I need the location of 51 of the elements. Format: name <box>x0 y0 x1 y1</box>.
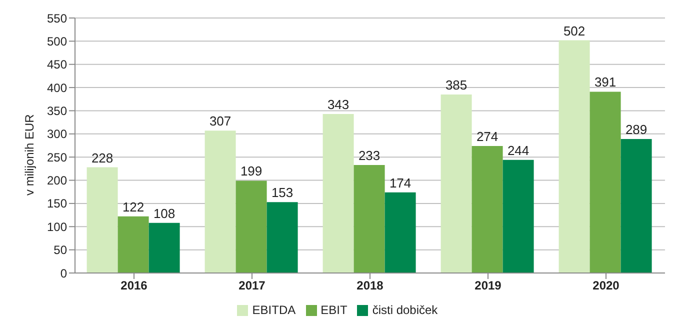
legend-label: čisti dobiček <box>372 303 438 317</box>
data-label: 233 <box>358 148 380 163</box>
data-label: 122 <box>122 199 144 214</box>
data-label: 199 <box>240 164 262 179</box>
bar <box>86 167 118 273</box>
data-label: 244 <box>507 142 530 158</box>
data-label: 385 <box>445 78 468 92</box>
x-tick-label: 2017 <box>238 278 266 293</box>
y-tick-label: 550 <box>46 11 68 26</box>
bar <box>384 192 416 273</box>
data-label: 391 <box>594 74 616 90</box>
data-label: 307 <box>209 114 232 129</box>
data-label: 174 <box>389 175 412 190</box>
y-tick-label: 350 <box>46 104 68 118</box>
bar <box>502 160 534 273</box>
y-tick-label: 400 <box>46 80 68 95</box>
bar <box>266 202 298 273</box>
y-tick-label: 200 <box>46 174 68 188</box>
data-label: 153 <box>271 185 294 200</box>
bar <box>472 146 503 273</box>
data-label: 289 <box>625 122 648 138</box>
legend-label: EBIT <box>320 303 348 317</box>
legend-label: EBITDA <box>252 303 296 317</box>
y-tick-label: 0 <box>60 266 68 280</box>
bar <box>620 139 652 273</box>
y-tick-label: 50 <box>54 243 68 258</box>
bar <box>440 94 472 273</box>
y-tick-label: 450 <box>46 58 68 72</box>
x-tick-label: 2019 <box>474 278 502 293</box>
y-tick-label: 300 <box>46 127 68 142</box>
bar <box>148 222 180 273</box>
x-tick-label: 2018 <box>356 278 384 293</box>
data-label: 108 <box>153 206 176 221</box>
data-label: 228 <box>91 150 114 166</box>
y-tick-label: 250 <box>46 150 68 164</box>
x-tick-label: 2020 <box>592 278 620 293</box>
bar <box>558 40 590 273</box>
bar <box>118 216 149 273</box>
y-tick-label: 150 <box>46 196 68 211</box>
data-label: 502 <box>563 23 586 38</box>
data-label: 274 <box>476 128 498 144</box>
y-axis-title: v milijonih EUR <box>22 114 36 196</box>
bar <box>590 92 621 273</box>
y-tick-label: 100 <box>46 220 68 234</box>
bar <box>354 164 385 273</box>
bar <box>236 180 267 273</box>
bar <box>204 130 236 273</box>
x-tick-label: 2016 <box>120 278 148 293</box>
y-tick-label: 500 <box>46 34 68 48</box>
bar <box>322 114 354 273</box>
data-label: 343 <box>327 96 350 112</box>
